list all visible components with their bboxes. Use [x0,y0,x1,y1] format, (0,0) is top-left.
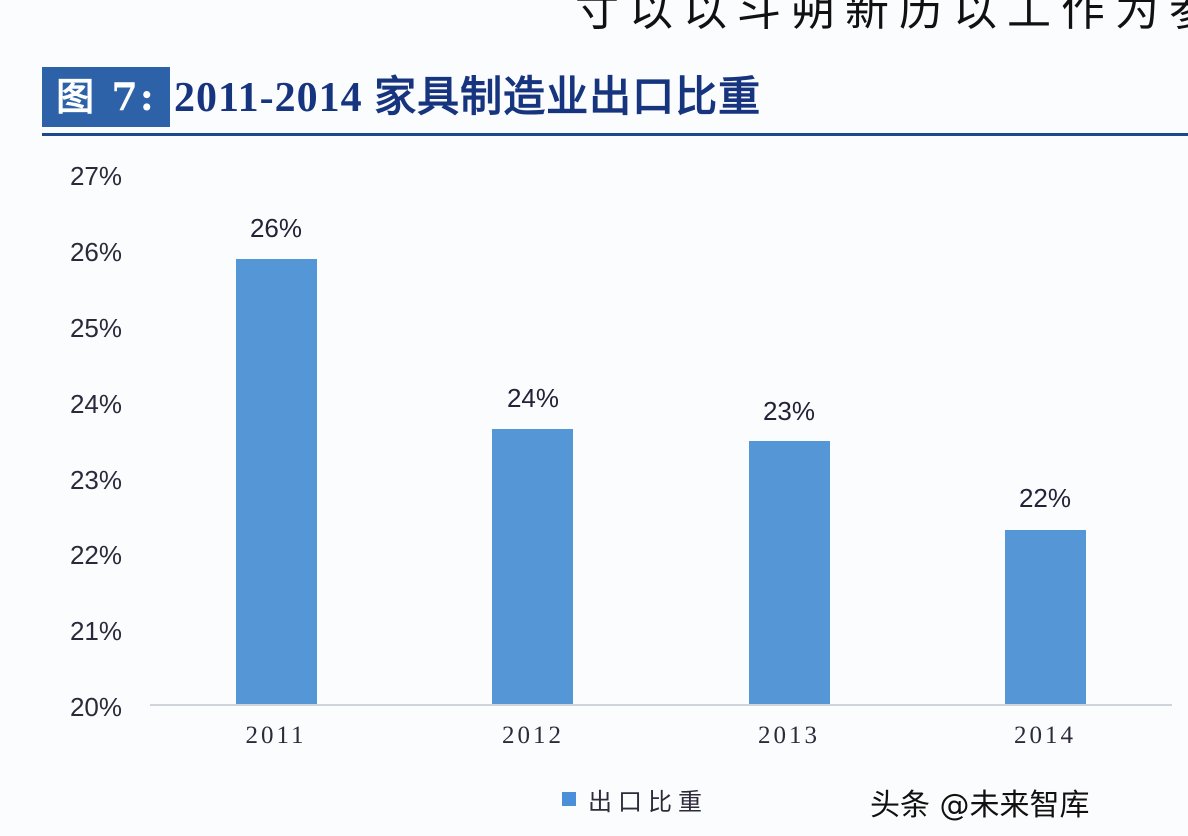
y-tick-label: 25% [69,313,122,343]
y-tick-label: 27% [69,161,122,191]
y-tick-label: 21% [69,616,122,646]
x-tick-label: 2014 [1014,722,1076,749]
y-tick-label: 24% [69,389,122,419]
bar-2014 [1005,530,1086,705]
watermark: 头条 @未来智库 [870,788,1090,823]
y-tick-label: 20% [69,692,122,722]
figure-title: 2011-2014 家具制造业出口比重 [174,75,762,121]
x-tick-label: 2012 [502,722,564,749]
title-divider [42,133,1188,136]
x-axis-line [150,704,1172,706]
chart-legend: 出口比重 [562,784,708,816]
y-tick-label: 26% [69,237,122,267]
x-tick-label: 2011 [245,722,307,749]
bar-2012 [492,429,573,705]
data-label-2013: 23% [762,396,816,426]
y-tick-label: 22% [69,540,122,570]
cropped-header-text: 寸以以斗朔新历以工作为参考 [575,0,1188,36]
bar-2011 [236,259,317,705]
legend-swatch-icon [562,792,576,806]
data-label-2014: 22% [1018,483,1072,513]
data-label-2011: 26% [249,213,303,243]
x-tick-label: 2013 [758,722,820,749]
legend-label: 出口比重 [588,787,708,816]
data-label-2012: 24% [506,383,560,413]
bar-2013 [749,441,830,705]
y-tick-label: 23% [69,465,122,495]
figure-number-badge: 图 7: [42,67,170,127]
